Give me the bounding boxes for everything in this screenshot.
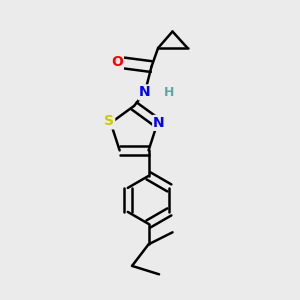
Text: N: N [139, 85, 151, 99]
Text: H: H [164, 86, 175, 99]
Text: O: O [111, 55, 123, 69]
Text: S: S [104, 114, 114, 128]
Text: N: N [153, 116, 165, 130]
